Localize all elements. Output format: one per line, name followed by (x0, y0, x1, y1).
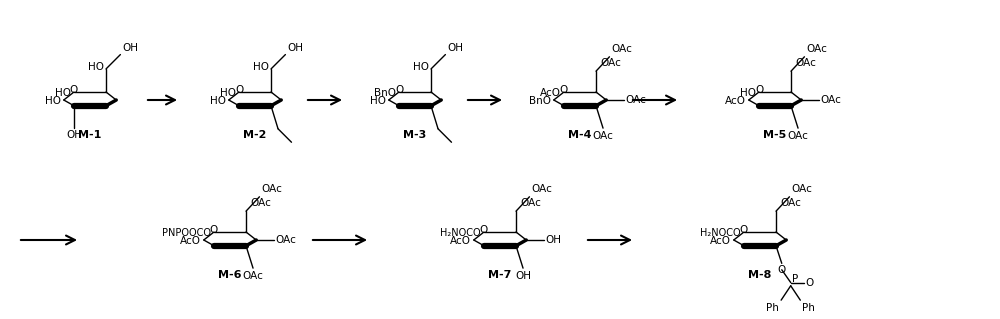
Text: O: O (70, 85, 78, 95)
Text: OAc: OAc (780, 198, 801, 208)
Text: OAc: OAc (600, 58, 621, 68)
Text: HO: HO (55, 88, 71, 98)
Text: AcO: AcO (180, 236, 201, 246)
Text: H₂NOCO: H₂NOCO (700, 228, 741, 238)
Text: O: O (395, 85, 403, 95)
Text: M-5: M-5 (763, 130, 787, 140)
Text: M-6: M-6 (218, 270, 242, 280)
Text: OAc: OAc (611, 44, 632, 54)
Text: OAc: OAc (520, 198, 541, 208)
Text: OAc: OAc (821, 95, 842, 105)
Text: H₂NOCO: H₂NOCO (440, 228, 481, 238)
Text: OAc: OAc (276, 235, 297, 245)
Text: M-1: M-1 (78, 130, 102, 140)
Text: M-3: M-3 (403, 130, 427, 140)
Text: AcO: AcO (450, 236, 471, 246)
Text: HO: HO (88, 62, 104, 72)
Text: BnO: BnO (529, 96, 551, 106)
Text: O: O (806, 278, 814, 287)
Text: BnO: BnO (374, 88, 396, 98)
Text: OH: OH (546, 235, 562, 245)
Text: O: O (560, 85, 568, 95)
Text: P: P (792, 274, 799, 284)
Text: OH: OH (122, 42, 138, 53)
Text: HO: HO (220, 88, 236, 98)
Text: HO: HO (413, 62, 429, 72)
Text: OAc: OAc (531, 184, 552, 194)
Text: AcO: AcO (540, 88, 561, 98)
Text: M-7: M-7 (488, 270, 512, 280)
Text: OH: OH (287, 42, 303, 53)
Text: O: O (755, 85, 763, 95)
Text: O: O (778, 265, 786, 275)
Text: OH: OH (66, 130, 82, 140)
Text: HO: HO (210, 96, 226, 106)
Text: OAc: OAc (626, 95, 647, 105)
Text: OAc: OAc (250, 198, 271, 208)
Text: AcO: AcO (725, 96, 746, 106)
Text: HO: HO (45, 96, 61, 106)
Text: O: O (235, 85, 243, 95)
Text: OAc: OAc (791, 184, 812, 194)
Text: HO: HO (253, 62, 269, 72)
Text: HO: HO (370, 96, 386, 106)
Text: OH: OH (447, 42, 463, 53)
Text: PNPOOCO: PNPOOCO (162, 228, 211, 238)
Text: OAc: OAc (261, 184, 282, 194)
Text: OAc: OAc (243, 271, 263, 281)
Text: OAc: OAc (806, 44, 827, 54)
Text: Ph: Ph (802, 303, 815, 313)
Text: M-8: M-8 (748, 270, 772, 280)
Text: O: O (740, 225, 748, 235)
Text: OH: OH (515, 271, 531, 281)
Text: OAc: OAc (593, 131, 613, 141)
Text: O: O (210, 225, 218, 235)
Text: M-4: M-4 (568, 130, 592, 140)
Text: M-2: M-2 (243, 130, 267, 140)
Text: OAc: OAc (795, 58, 816, 68)
Text: AcO: AcO (710, 236, 731, 246)
Text: OAc: OAc (788, 131, 808, 141)
Text: O: O (480, 225, 488, 235)
Text: HO: HO (740, 88, 756, 98)
Text: Ph: Ph (766, 303, 779, 313)
